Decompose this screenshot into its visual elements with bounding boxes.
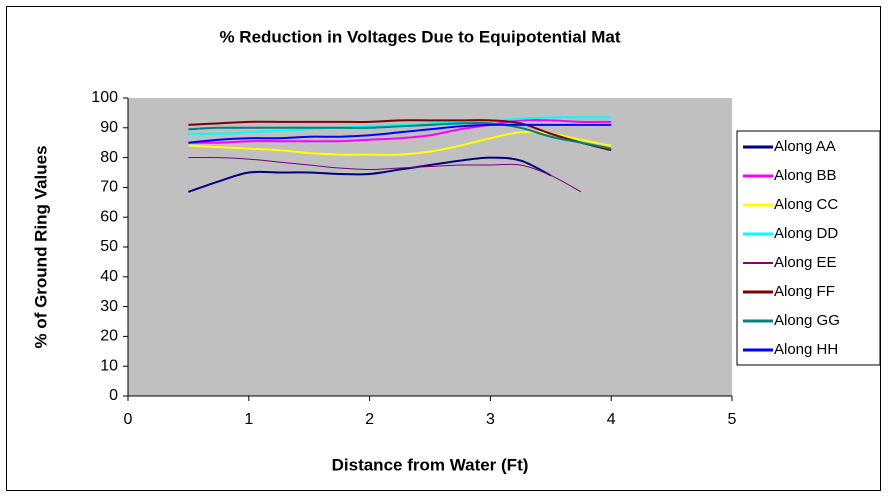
y-tick-label: 70 [100, 179, 118, 196]
x-tick-label: 4 [607, 411, 616, 428]
x-tick-label: 2 [365, 411, 374, 428]
legend-label: Along DD [774, 225, 838, 242]
x-tick-label: 1 [244, 411, 253, 428]
y-tick-label: 20 [100, 328, 118, 345]
series-line [188, 156, 582, 193]
y-tick-label: 60 [100, 208, 118, 225]
series-line [188, 118, 612, 144]
y-tick-label: 10 [100, 357, 118, 374]
legend-label: Along CC [774, 196, 838, 213]
x-axis-label: Distance from Water (Ft) [332, 455, 529, 474]
legend-label: Along FF [774, 283, 835, 300]
series-line [188, 131, 612, 156]
y-tick-label: 100 [91, 89, 118, 106]
legend-label: Along EE [774, 254, 837, 271]
legend-label: Along GG [774, 312, 840, 329]
y-tick-label: 30 [100, 298, 118, 315]
y-tick-label: 40 [100, 268, 118, 285]
x-tick-label: 3 [486, 411, 495, 428]
y-tick-label: 80 [100, 149, 118, 166]
legend [736, 130, 881, 366]
y-tick-label: 0 [109, 387, 118, 404]
series-line [188, 156, 552, 193]
legend-label: Along HH [774, 341, 838, 358]
legend-label: Along AA [774, 138, 836, 155]
series-line [188, 119, 612, 152]
series-line [188, 116, 612, 135]
series-line [188, 121, 612, 150]
x-tick-label: 0 [124, 411, 133, 428]
x-tick-label: 5 [728, 411, 737, 428]
y-tick-label: 50 [100, 238, 118, 255]
series-line [188, 123, 612, 144]
y-tick-label: 90 [100, 119, 118, 136]
chart-title: % Reduction in Voltages Due to Equipoten… [219, 27, 620, 46]
legend-label: Along BB [774, 167, 837, 184]
y-axis-label: % of Ground Ring Values [31, 145, 50, 348]
